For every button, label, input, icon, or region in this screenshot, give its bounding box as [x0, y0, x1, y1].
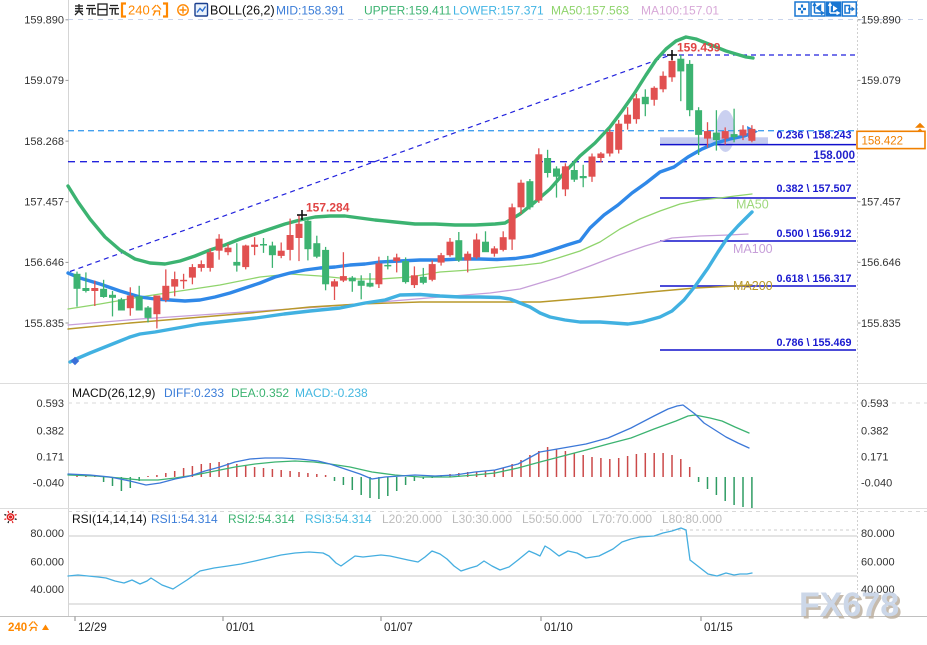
svg-text:0.171: 0.171 [861, 451, 889, 463]
svg-text:0.382: 0.382 [861, 425, 889, 437]
svg-text:L30:30.000: L30:30.000 [452, 512, 512, 526]
svg-text:MID:158.391: MID:158.391 [276, 4, 345, 18]
svg-text:MA100:157.01: MA100:157.01 [641, 4, 719, 18]
svg-text:159.439: 159.439 [677, 41, 721, 55]
svg-text:MA200: MA200 [733, 279, 773, 293]
svg-text:RSI2:54.314: RSI2:54.314 [228, 512, 295, 526]
svg-text:0.171: 0.171 [36, 451, 64, 463]
svg-text:0.236 \ 158.243: 0.236 \ 158.243 [776, 130, 851, 142]
svg-text:0.500 \ 156.912: 0.500 \ 156.912 [776, 228, 851, 240]
svg-text:240: 240 [128, 3, 150, 18]
svg-text:155.835: 155.835 [24, 318, 64, 330]
svg-text:FX678: FX678 [799, 586, 899, 624]
svg-text:01/15: 01/15 [704, 622, 733, 634]
svg-text:158.422: 158.422 [862, 135, 904, 147]
svg-text:-0.040: -0.040 [33, 477, 64, 489]
svg-text:BOLL(26,2): BOLL(26,2) [210, 4, 275, 18]
svg-text:MA100: MA100 [733, 242, 773, 256]
svg-text:L80:80.000: L80:80.000 [662, 512, 722, 526]
svg-text:MA50:157.563: MA50:157.563 [551, 4, 629, 18]
svg-text:12/29: 12/29 [78, 622, 107, 634]
svg-text:01/10: 01/10 [544, 622, 573, 634]
svg-text:0.786 \ 155.469: 0.786 \ 155.469 [776, 337, 851, 349]
svg-text:157.457: 157.457 [24, 197, 64, 209]
svg-text:80.000: 80.000 [30, 528, 64, 540]
svg-text:158.000: 158.000 [813, 150, 855, 162]
svg-text:40.000: 40.000 [30, 584, 64, 596]
svg-text:0.593: 0.593 [861, 398, 889, 410]
svg-text:157.457: 157.457 [861, 197, 901, 209]
svg-text:40.000: 40.000 [861, 584, 895, 596]
svg-text:MACD:-0.238: MACD:-0.238 [295, 386, 368, 400]
svg-text:159.079: 159.079 [24, 75, 64, 87]
svg-text:60.000: 60.000 [861, 556, 895, 568]
svg-text:RSI(14,14,14): RSI(14,14,14) [72, 512, 147, 526]
svg-text:-0.040: -0.040 [861, 477, 892, 489]
svg-text:157.284: 157.284 [306, 201, 350, 215]
svg-text:L70:70.000: L70:70.000 [592, 512, 652, 526]
svg-text:0.382: 0.382 [36, 425, 64, 437]
svg-text:RSI1:54.314: RSI1:54.314 [151, 512, 218, 526]
svg-text:156.646: 156.646 [861, 257, 901, 269]
svg-text:80.000: 80.000 [861, 528, 895, 540]
svg-text:159.890: 159.890 [861, 15, 901, 27]
svg-text:240: 240 [8, 622, 27, 634]
svg-text:L20:20.000: L20:20.000 [382, 512, 442, 526]
svg-text:0.618 \ 156.317: 0.618 \ 156.317 [776, 273, 851, 285]
svg-text:159.079: 159.079 [861, 75, 901, 87]
svg-text:MA50: MA50 [736, 198, 769, 212]
svg-text:01/07: 01/07 [384, 622, 413, 634]
svg-text:0.593: 0.593 [36, 398, 64, 410]
svg-text:156.646: 156.646 [24, 257, 64, 269]
svg-text:158.268: 158.268 [24, 136, 64, 148]
svg-text:FX678: FX678 [802, 589, 902, 627]
svg-text:UPPER:159.411: UPPER:159.411 [364, 4, 451, 18]
svg-text:01/01: 01/01 [226, 622, 255, 634]
svg-text:159.890: 159.890 [24, 15, 64, 27]
svg-text:RSI3:54.314: RSI3:54.314 [305, 512, 372, 526]
svg-text:0.382 \ 157.507: 0.382 \ 157.507 [776, 183, 851, 195]
svg-text:MACD(26,12,9): MACD(26,12,9) [72, 386, 155, 400]
svg-text:DIFF:0.233: DIFF:0.233 [164, 386, 224, 400]
svg-text:L50:50.000: L50:50.000 [522, 512, 582, 526]
svg-text:DEA:0.352: DEA:0.352 [231, 386, 289, 400]
svg-text:LOWER:157.371: LOWER:157.371 [453, 4, 544, 18]
svg-text:60.000: 60.000 [30, 556, 64, 568]
svg-text:155.835: 155.835 [861, 318, 901, 330]
